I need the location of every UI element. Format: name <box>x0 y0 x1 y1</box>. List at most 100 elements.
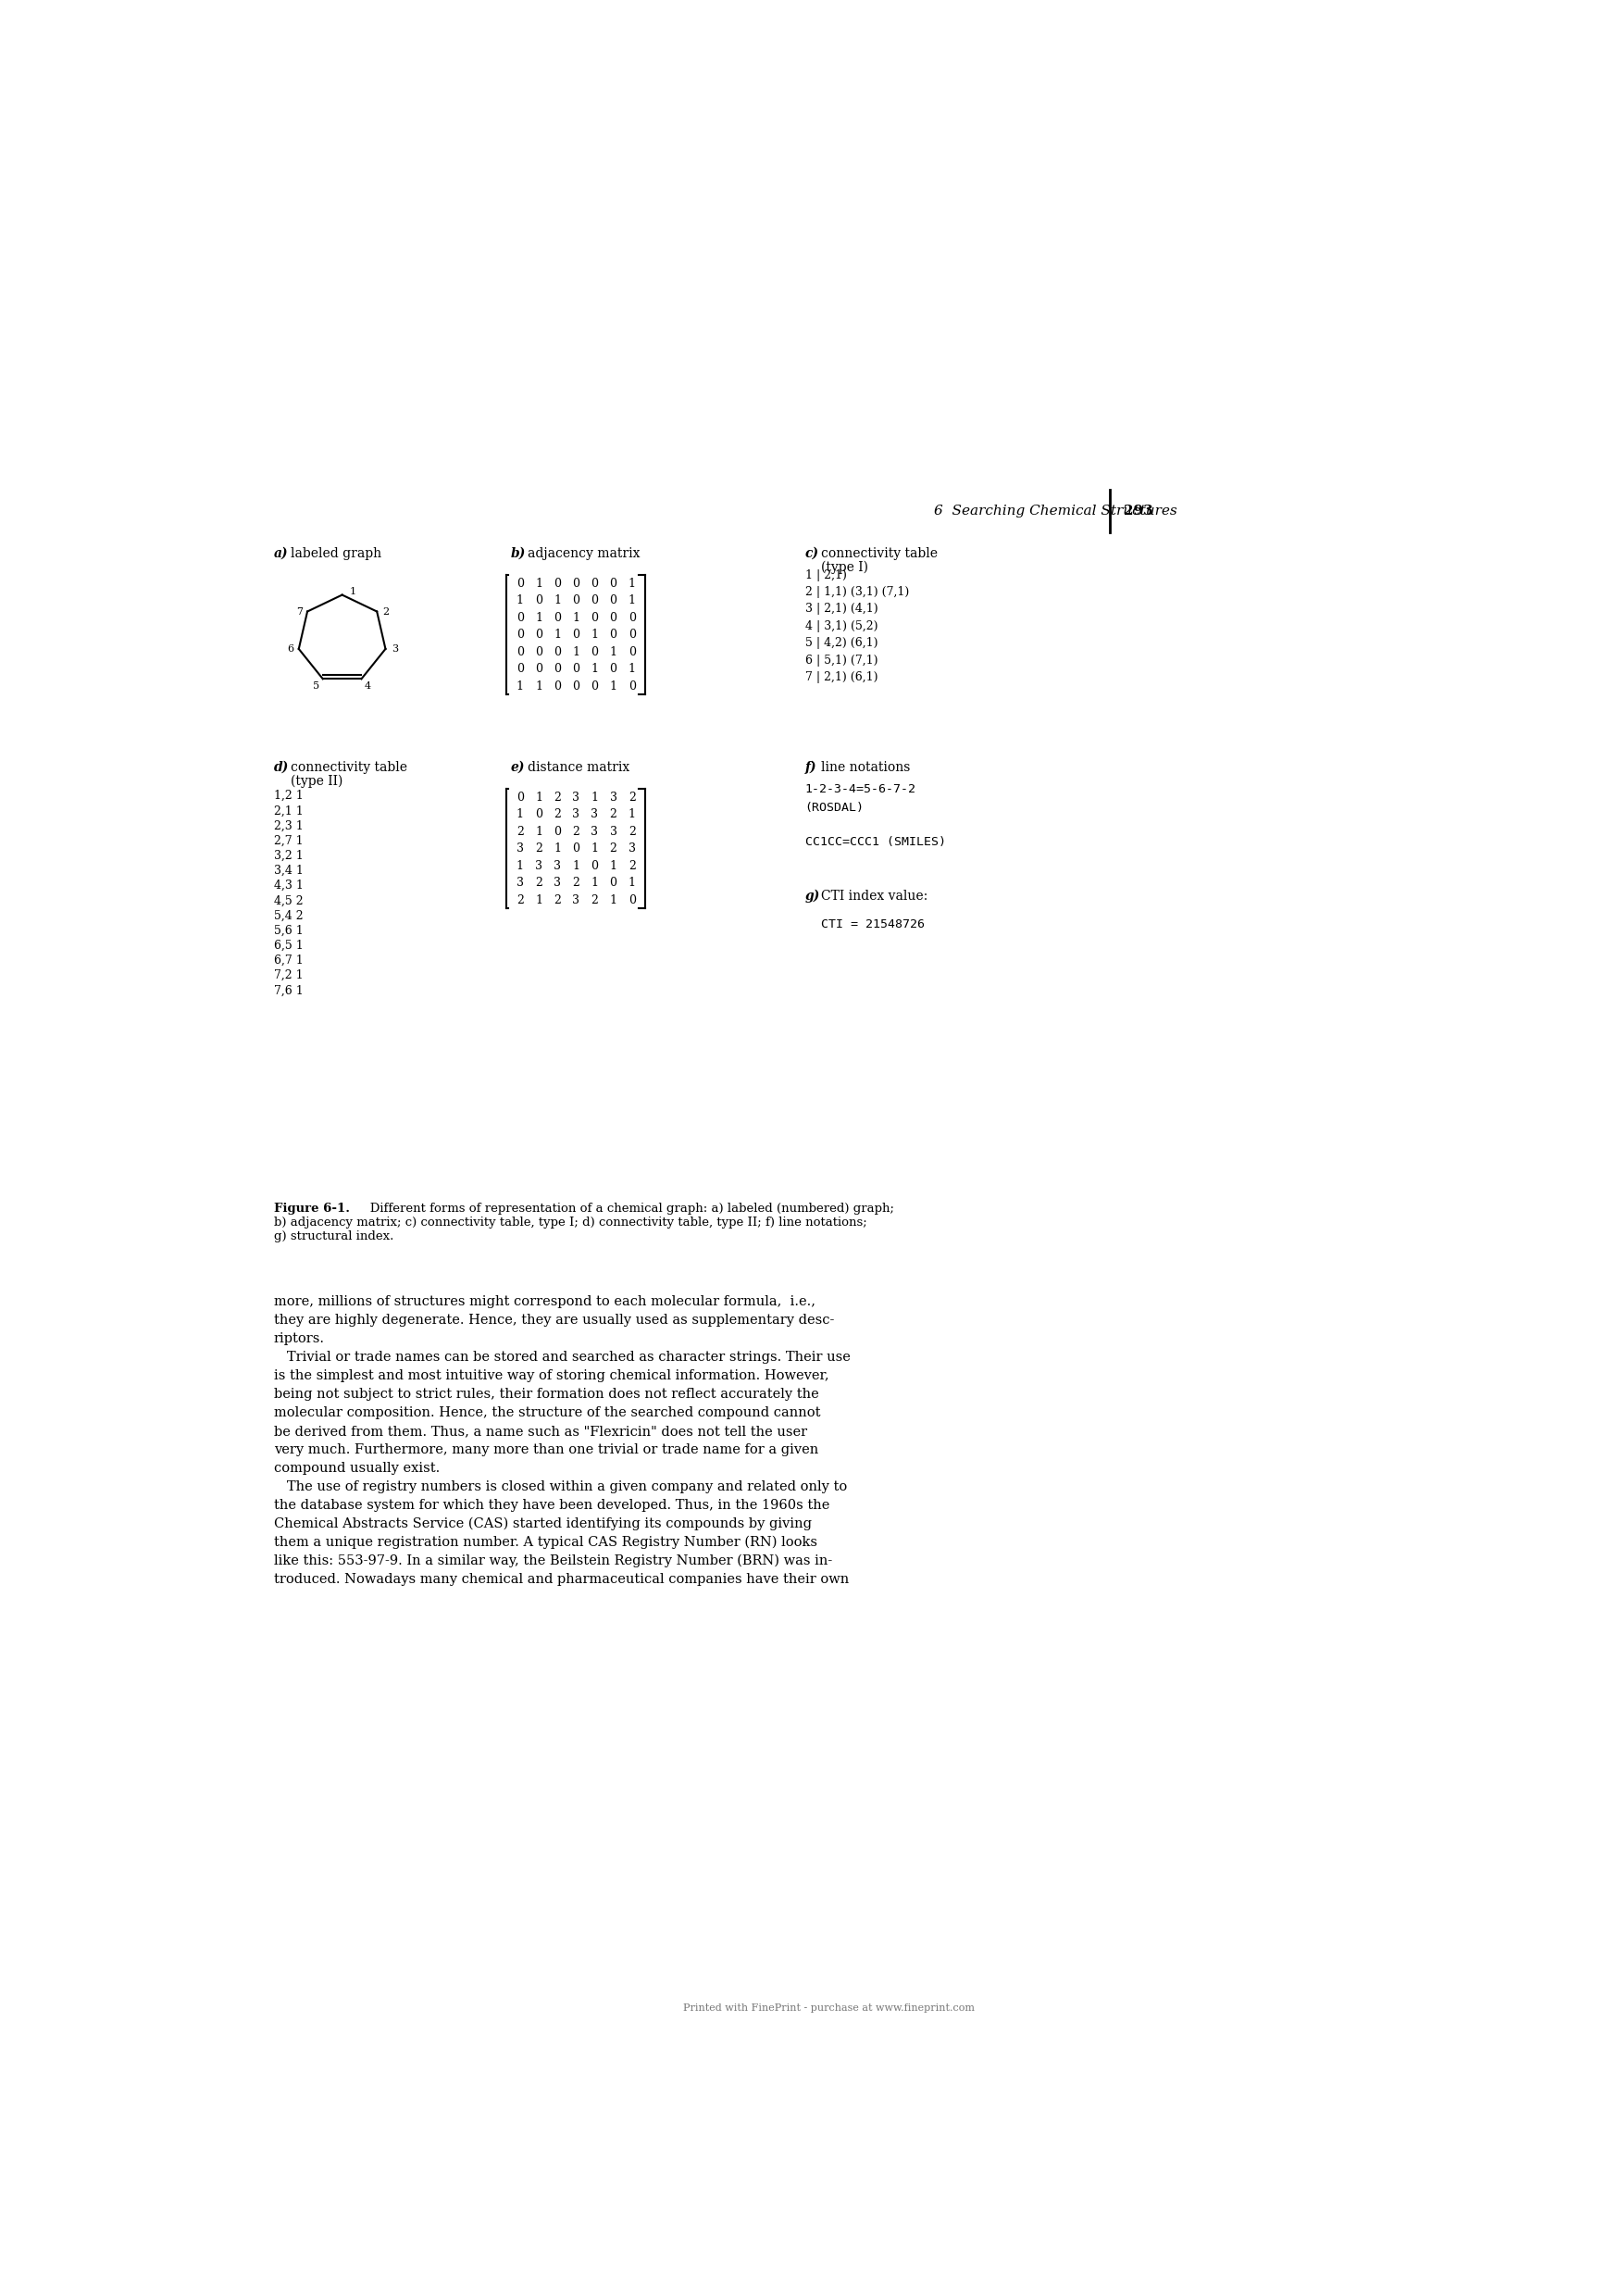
Text: 6 | 5,1) (7,1): 6 | 5,1) (7,1) <box>804 654 877 666</box>
Text: 0: 0 <box>573 680 579 691</box>
Text: 1: 1 <box>553 843 561 854</box>
Text: 1: 1 <box>610 893 616 907</box>
Text: riptors.: riptors. <box>273 1332 325 1345</box>
Text: 6,5 1: 6,5 1 <box>273 939 304 951</box>
Text: 2: 2 <box>553 808 561 820</box>
Text: CC1CC=CCC1 (SMILES): CC1CC=CCC1 (SMILES) <box>804 836 945 847</box>
Text: very much. Furthermore, many more than one trivial or trade name for a given: very much. Furthermore, many more than o… <box>273 1444 819 1456</box>
Text: 2 | 1,1) (3,1) (7,1): 2 | 1,1) (3,1) (7,1) <box>804 585 909 597</box>
Text: 0: 0 <box>610 664 616 675</box>
Text: 1: 1 <box>573 859 579 872</box>
Text: 1: 1 <box>516 808 524 820</box>
Text: like this: 553-97-9. In a similar way, the Beilstein Registry Number (BRN) was i: like this: 553-97-9. In a similar way, t… <box>273 1554 832 1568</box>
Text: 1: 1 <box>536 827 542 838</box>
Text: 1: 1 <box>591 664 599 675</box>
Text: 0: 0 <box>573 595 579 606</box>
Text: 0: 0 <box>573 579 579 590</box>
Text: 1: 1 <box>536 792 542 804</box>
Text: 0: 0 <box>516 579 524 590</box>
Text: more, millions of structures might correspond to each molecular formula,  i.e.,: more, millions of structures might corre… <box>273 1295 815 1309</box>
Text: molecular composition. Hence, the structure of the searched compound cannot: molecular composition. Hence, the struct… <box>273 1405 820 1419</box>
Text: Figure 6-1.: Figure 6-1. <box>273 1203 349 1215</box>
Text: line notations: line notations <box>822 760 911 774</box>
Text: 1: 1 <box>591 629 599 641</box>
Text: 5: 5 <box>312 682 319 691</box>
Text: 2: 2 <box>382 606 390 615</box>
Text: 2: 2 <box>516 893 524 907</box>
Text: 3 | 2,1) (4,1): 3 | 2,1) (4,1) <box>804 604 877 615</box>
Text: 0: 0 <box>591 680 599 691</box>
Text: Trivial or trade names can be stored and searched as character strings. Their us: Trivial or trade names can be stored and… <box>273 1350 851 1364</box>
Text: 1: 1 <box>536 579 542 590</box>
Text: 0: 0 <box>573 664 579 675</box>
Text: 1: 1 <box>536 893 542 907</box>
Text: 2: 2 <box>628 827 636 838</box>
Text: they are highly degenerate. Hence, they are usually used as supplementary desc-: they are highly degenerate. Hence, they … <box>273 1313 835 1327</box>
Text: 0: 0 <box>610 877 616 889</box>
Text: e): e) <box>511 760 526 774</box>
Text: 2: 2 <box>573 827 579 838</box>
Text: 0: 0 <box>516 645 524 659</box>
Text: 0: 0 <box>516 792 524 804</box>
Text: 3: 3 <box>536 859 542 872</box>
Text: 2: 2 <box>573 877 579 889</box>
Text: 0: 0 <box>536 808 542 820</box>
Text: 0: 0 <box>573 843 579 854</box>
Text: 0: 0 <box>536 664 542 675</box>
Text: 3,4 1: 3,4 1 <box>273 866 304 877</box>
Text: 0: 0 <box>610 595 616 606</box>
Text: 1: 1 <box>516 859 524 872</box>
Text: Different forms of representation of a chemical graph: a) labeled (numbered) gra: Different forms of representation of a c… <box>359 1203 895 1215</box>
Text: troduced. Nowadays many chemical and pharmaceutical companies have their own: troduced. Nowadays many chemical and pha… <box>273 1573 849 1587</box>
Text: 3: 3 <box>573 808 579 820</box>
Text: 0: 0 <box>553 611 561 625</box>
Text: is the simplest and most intuitive way of storing chemical information. However,: is the simplest and most intuitive way o… <box>273 1368 828 1382</box>
Text: 0: 0 <box>628 611 636 625</box>
Text: labeled graph: labeled graph <box>291 546 382 560</box>
Text: g) structural index.: g) structural index. <box>273 1231 393 1242</box>
Text: 2: 2 <box>610 808 616 820</box>
Text: 2: 2 <box>553 893 561 907</box>
Text: 1: 1 <box>628 664 636 675</box>
Text: 0: 0 <box>610 629 616 641</box>
Text: adjacency matrix: adjacency matrix <box>527 546 639 560</box>
Text: 0: 0 <box>628 680 636 691</box>
Text: 2,1 1: 2,1 1 <box>273 806 304 817</box>
Text: b) adjacency matrix; c) connectivity table, type I; d) connectivity table, type : b) adjacency matrix; c) connectivity tab… <box>273 1217 867 1228</box>
Text: 2: 2 <box>628 792 636 804</box>
Text: b): b) <box>511 546 526 560</box>
Text: 5 | 4,2) (6,1): 5 | 4,2) (6,1) <box>804 638 877 650</box>
Text: a): a) <box>273 546 288 560</box>
Text: 0: 0 <box>591 579 599 590</box>
Text: 3: 3 <box>591 808 599 820</box>
Text: (type I): (type I) <box>822 560 869 574</box>
Text: 0: 0 <box>553 645 561 659</box>
Text: f): f) <box>804 760 817 774</box>
Text: 1: 1 <box>536 680 542 691</box>
Text: 3: 3 <box>553 877 561 889</box>
Text: g): g) <box>804 889 820 902</box>
Text: distance matrix: distance matrix <box>527 760 629 774</box>
Text: 2: 2 <box>628 859 636 872</box>
Text: CTI index value:: CTI index value: <box>822 889 929 902</box>
Text: Printed with FinePrint - purchase at www.fineprint.com: Printed with FinePrint - purchase at www… <box>683 2002 976 2011</box>
Text: being not subject to strict rules, their formation does not reflect accurately t: being not subject to strict rules, their… <box>273 1387 819 1401</box>
Text: 3: 3 <box>553 859 561 872</box>
Text: connectivity table: connectivity table <box>291 760 408 774</box>
Text: 0: 0 <box>516 629 524 641</box>
Text: 1: 1 <box>628 808 636 820</box>
Text: 293: 293 <box>1125 505 1154 517</box>
Text: 3: 3 <box>573 893 579 907</box>
Text: (type II): (type II) <box>291 776 343 788</box>
Text: 0: 0 <box>591 595 599 606</box>
Text: 0: 0 <box>553 827 561 838</box>
Text: 3: 3 <box>516 843 524 854</box>
Text: 5,4 2: 5,4 2 <box>273 909 303 921</box>
Text: 1: 1 <box>516 595 524 606</box>
Text: 3: 3 <box>628 843 636 854</box>
Text: 1: 1 <box>610 645 616 659</box>
Text: 1: 1 <box>628 877 636 889</box>
Text: 6: 6 <box>288 645 294 654</box>
Text: 4,3 1: 4,3 1 <box>273 879 304 891</box>
Text: 0: 0 <box>591 645 599 659</box>
